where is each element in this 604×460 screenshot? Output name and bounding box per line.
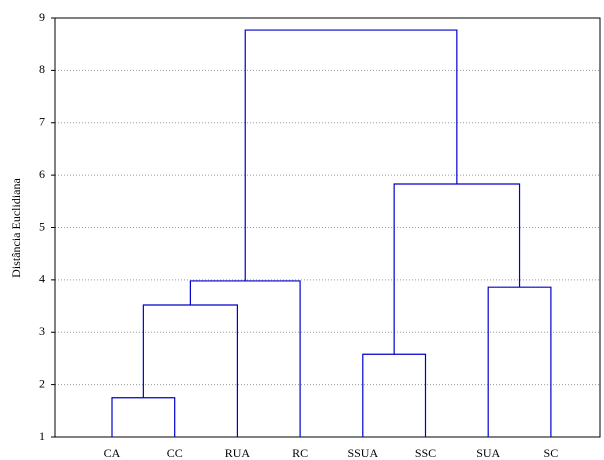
x-tick-label: SSUA [347, 446, 378, 460]
dendrogram-link [189, 280, 301, 437]
y-tick-label: 8 [39, 62, 45, 76]
y-tick-label: 2 [39, 376, 45, 390]
x-tick-label: SSC [415, 446, 436, 460]
x-tick-label: SUA [476, 446, 500, 460]
y-tick-label: 5 [39, 219, 45, 233]
y-tick-label: 6 [39, 167, 45, 181]
y-tick-label: 1 [39, 429, 45, 443]
x-tick-label: SC [544, 446, 559, 460]
y-tick-label: 7 [39, 115, 45, 129]
dendrogram-link [111, 397, 176, 437]
y-axis-label: Distância Euclidiana [9, 178, 23, 278]
y-tick-label: 3 [39, 324, 45, 338]
y-tick-label: 9 [39, 10, 45, 24]
plot-frame [54, 17, 601, 438]
dendrogram-link [142, 304, 238, 437]
dendrogram-link [393, 183, 521, 355]
y-tick-label: 4 [39, 272, 45, 286]
dendrogram-link [244, 29, 458, 281]
x-tick-label: RUA [225, 446, 251, 460]
x-tick-label: CA [104, 446, 121, 460]
x-tick-label: RC [292, 446, 308, 460]
dendrogram-link [362, 353, 427, 437]
x-tick-label: CC [167, 446, 183, 460]
dendrogram-link [487, 286, 552, 437]
